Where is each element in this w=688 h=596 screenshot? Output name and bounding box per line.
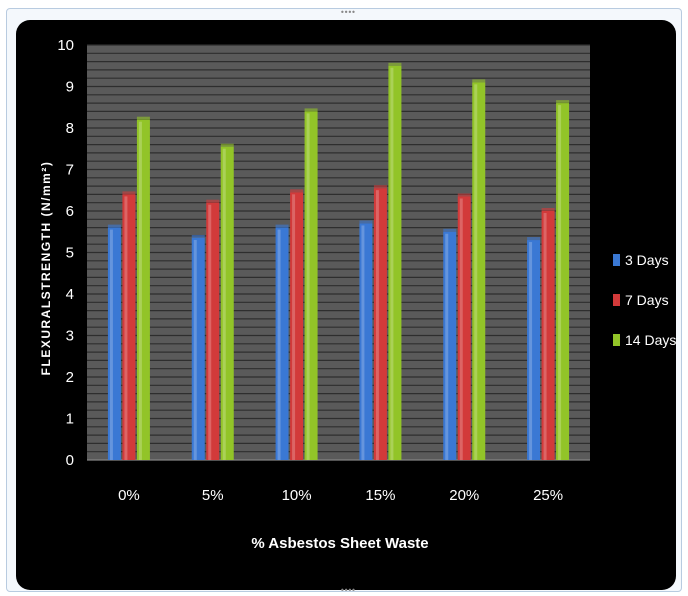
- legend-swatch: [613, 334, 620, 346]
- bar-14-days: [388, 65, 402, 460]
- bar-7-days: [373, 188, 387, 461]
- bar-cap: [443, 228, 457, 232]
- bar-14-days: [136, 119, 150, 460]
- labels-layer: 0 1 2 3 4 5 6 7 8 9 10 0% 5% 10% 15% 20% 25%: [57, 37, 563, 504]
- bar-highlight: [529, 242, 533, 460]
- bar-7-days: [290, 192, 304, 460]
- legend-label: 14 Days: [625, 332, 676, 348]
- bar-cap: [136, 116, 150, 120]
- bar-7-days: [122, 194, 136, 460]
- bar-highlight: [124, 196, 128, 460]
- legend-label: 3 Days: [625, 252, 669, 268]
- x-tick-label: 5%: [202, 487, 224, 504]
- bar-cap: [290, 189, 304, 193]
- y-tick-label: 5: [66, 245, 74, 262]
- bar-14-days: [556, 103, 570, 460]
- legend-swatch: [613, 294, 620, 306]
- y-tick-label: 3: [66, 328, 74, 345]
- bar-cap: [556, 100, 570, 104]
- bar-cap: [107, 224, 121, 228]
- plot-layer: [87, 44, 590, 461]
- x-tick-label: 10%: [282, 487, 312, 504]
- bar-highlight: [558, 105, 562, 460]
- y-tick-label: 8: [66, 120, 74, 137]
- y-tick-label: 10: [57, 37, 74, 54]
- bar-cap: [220, 143, 234, 147]
- bar-highlight: [474, 84, 478, 460]
- bar-3-days: [275, 227, 289, 460]
- y-tick-label: 0: [66, 452, 74, 469]
- bar-highlight: [361, 225, 365, 460]
- bar-highlight: [306, 113, 310, 461]
- marks-layer: [107, 62, 570, 461]
- bar-highlight: [375, 190, 379, 461]
- bar-cap: [206, 199, 220, 203]
- y-tick-label: 1: [66, 411, 74, 428]
- y-tick-label: 9: [66, 79, 74, 96]
- resize-handle-top[interactable]: ••••: [340, 8, 356, 17]
- bar-cap: [191, 234, 205, 238]
- bar-highlight: [222, 148, 226, 461]
- bar-highlight: [292, 194, 296, 460]
- legend: 3 Days 7 Days 14 Days: [613, 252, 676, 348]
- legend-swatch: [613, 254, 620, 266]
- bar-highlight: [445, 233, 449, 460]
- bar-3-days: [527, 240, 541, 460]
- bar-highlight: [193, 239, 197, 460]
- bar-highlight: [390, 67, 394, 460]
- y-axis-title: FLEXURALSTRENGTH (N/mm²): [39, 161, 53, 376]
- x-axis-title: % Asbestos Sheet Waste: [251, 535, 428, 552]
- bar-cap: [304, 108, 318, 112]
- y-tick-label: 2: [66, 369, 74, 386]
- bar-highlight: [138, 121, 142, 460]
- bar-3-days: [191, 237, 205, 460]
- bar-7-days: [457, 196, 471, 460]
- bar-cap: [541, 208, 555, 211]
- x-tick-label: 25%: [533, 487, 563, 504]
- bar-3-days: [107, 227, 121, 460]
- x-tick-label: 0%: [118, 487, 140, 504]
- bar-cap: [472, 79, 486, 83]
- y-tick-label: 7: [66, 162, 74, 179]
- bar-highlight: [208, 204, 212, 460]
- bar-7-days: [541, 211, 555, 460]
- x-tick-label: 20%: [449, 487, 479, 504]
- bar-cap: [359, 220, 373, 224]
- bar-cap: [373, 185, 387, 189]
- bar-14-days: [220, 146, 234, 461]
- bar-3-days: [443, 231, 457, 460]
- bar-14-days: [304, 111, 318, 461]
- bar-cap: [527, 237, 541, 241]
- bar-highlight: [277, 229, 281, 460]
- bar-cap: [388, 62, 402, 66]
- bar-cap: [275, 224, 289, 228]
- y-tick-label: 4: [66, 286, 74, 303]
- bar-cap: [457, 193, 471, 197]
- bar-highlight: [459, 198, 463, 460]
- bar-highlight: [109, 229, 113, 460]
- bar-highlight: [543, 213, 547, 460]
- resize-handle-bottom[interactable]: ••••: [340, 586, 356, 595]
- bar-14-days: [472, 82, 486, 460]
- x-tick-label: 15%: [365, 487, 395, 504]
- bar-7-days: [206, 202, 220, 460]
- y-tick-label: 6: [66, 203, 74, 220]
- legend-label: 7 Days: [625, 292, 669, 308]
- bar-3-days: [359, 223, 373, 460]
- bar-cap: [122, 191, 136, 195]
